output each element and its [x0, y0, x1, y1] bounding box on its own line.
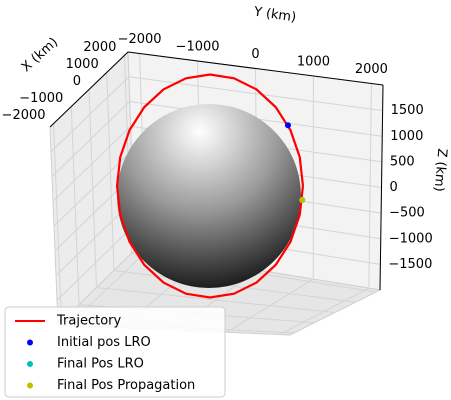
trajectory-line: [115, 73, 305, 299]
x-tick-label: 1000: [66, 57, 99, 72]
x-tick-label: −2000: [2, 108, 46, 123]
grid-line: [128, 76, 383, 112]
x-tick-label: 0: [73, 74, 81, 89]
legend-marker: [27, 361, 33, 367]
y-axis-line: [127, 51, 384, 86]
x-tick-label: 2000: [83, 40, 116, 55]
legend-label: Final Pos Propagation: [57, 378, 195, 393]
z-tick-label: 0: [390, 180, 398, 195]
legend-box: [4, 306, 226, 398]
y-tick-label: 2000: [355, 62, 388, 77]
z-tick-label: 500: [390, 154, 415, 169]
position-marker: [284, 122, 291, 129]
y-tick-label: 1000: [297, 55, 330, 70]
position-marker: [299, 196, 306, 203]
z-tick-label: 1500: [391, 103, 424, 118]
legend-marker: [27, 382, 33, 389]
x-axis-label: X (km): [19, 35, 61, 75]
legend-marker: [27, 339, 33, 346]
legend-label: Final Pos LRO: [57, 357, 144, 372]
y-tick-label: 0: [251, 47, 259, 62]
z-tick-label: −500: [389, 206, 425, 221]
z-axis-line: [379, 84, 384, 291]
z-tick-label: −1000: [389, 231, 433, 246]
z-axis-label: Z (km): [431, 148, 450, 193]
grid-line: [51, 101, 131, 177]
grid-line: [279, 287, 370, 335]
x-axis-line: [49, 51, 129, 128]
z-tick-label: 1000: [390, 129, 423, 144]
x-tick-label: −1000: [19, 91, 63, 106]
grid-line: [56, 224, 135, 301]
y-axis-label: Y (km): [252, 4, 297, 25]
grid-line: [50, 76, 130, 153]
legend-label: Initial pos LRO: [57, 335, 151, 350]
y-tick-label: −2000: [118, 32, 162, 47]
moon-sphere: [117, 104, 301, 288]
legend-label: Trajectory: [56, 314, 121, 329]
grid-line: [52, 125, 131, 202]
z-tick-label: −1500: [388, 257, 432, 272]
y-tick-label: −1000: [176, 40, 220, 55]
grid-line: [226, 278, 314, 333]
